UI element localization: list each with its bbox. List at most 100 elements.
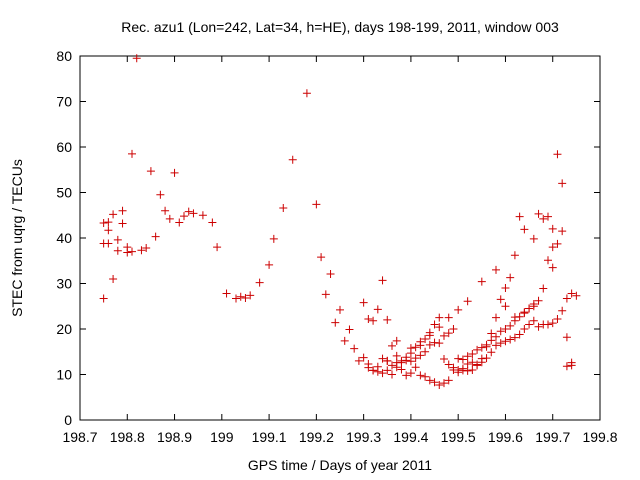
data-point (525, 304, 534, 313)
y-tick-label: 0 (64, 412, 72, 428)
data-point (99, 294, 108, 303)
data-point (425, 340, 434, 349)
data-point (180, 212, 188, 221)
data-point (548, 263, 557, 272)
plot-frame (79, 55, 601, 421)
data-point (492, 265, 500, 274)
data-point (373, 305, 382, 314)
data-point (544, 320, 552, 329)
data-point (170, 168, 179, 177)
x-tick-label: 199.8 (582, 429, 617, 445)
data-point (269, 234, 278, 243)
data-point (416, 351, 425, 360)
data-point (473, 361, 482, 370)
data-point (109, 210, 118, 219)
data-point (567, 358, 576, 367)
data-point (553, 239, 562, 248)
data-point (435, 380, 444, 389)
data-point (463, 366, 472, 375)
data-point (312, 200, 321, 209)
data-point (425, 376, 434, 385)
data-point (151, 232, 160, 241)
data-point (487, 348, 496, 357)
data-point (317, 253, 326, 262)
x-tick-label: 199.2 (299, 429, 334, 445)
data-point (463, 360, 472, 369)
data-point (496, 327, 505, 336)
data-point (553, 314, 562, 323)
data-point (232, 294, 240, 303)
data-point (354, 356, 363, 365)
data-point (392, 363, 401, 372)
data-point (406, 344, 415, 353)
data-point (364, 314, 373, 323)
x-tick-label: 198.8 (110, 429, 145, 445)
data-point (567, 289, 576, 298)
data-point (388, 341, 396, 350)
data-point (411, 363, 420, 372)
data-point (146, 167, 155, 176)
data-point (444, 329, 453, 338)
data-point (440, 355, 448, 364)
x-tick-label: 199.6 (488, 429, 523, 445)
y-tick-label: 80 (56, 48, 72, 64)
data-point (492, 313, 500, 322)
data-point (510, 333, 519, 342)
data-point (539, 214, 548, 223)
data-point (435, 323, 444, 332)
data-point (208, 218, 217, 227)
data-point (383, 366, 392, 375)
data-point (364, 360, 373, 369)
data-point (558, 227, 567, 236)
x-tick-label: 199.1 (252, 429, 287, 445)
data-point (463, 352, 472, 361)
data-point (501, 302, 510, 311)
data-point (388, 361, 396, 370)
data-point (392, 351, 401, 360)
data-point (520, 309, 529, 318)
x-tick-label: 199.3 (346, 429, 381, 445)
data-point (444, 360, 453, 369)
data-point (562, 362, 571, 371)
x-tick-label: 198.7 (62, 429, 97, 445)
data-point (156, 190, 165, 199)
data-point (572, 291, 581, 300)
data-point (302, 89, 311, 98)
data-point (501, 325, 510, 333)
data-point (416, 337, 425, 346)
data-point (487, 336, 496, 345)
data-point (425, 331, 434, 340)
chart-title: Rec. azu1 (Lon=242, Lat=34, h=HE), days … (121, 19, 559, 35)
x-tick-label: 199.5 (441, 429, 476, 445)
data-point (246, 291, 255, 300)
y-tick-label: 20 (56, 321, 72, 337)
data-point (241, 294, 250, 303)
data-point (369, 366, 378, 375)
x-tick-labels: 198.7 198.8 198.9 199 199.1 199.2 199.3 199.4 19… (62, 429, 617, 445)
data-point (539, 284, 548, 293)
data-point (496, 295, 505, 304)
data-point (449, 363, 458, 372)
data-point (454, 305, 463, 314)
y-tick-label: 10 (56, 367, 72, 383)
data-point (558, 306, 567, 315)
data-point (534, 322, 543, 331)
data-point (534, 209, 543, 218)
data-point (506, 321, 515, 330)
data-point (529, 234, 538, 243)
data-point (184, 207, 193, 216)
data-point (406, 369, 415, 378)
data-point (529, 299, 538, 308)
data-point (529, 316, 538, 325)
x-tick-label: 199.4 (393, 429, 428, 445)
data-point (492, 341, 500, 350)
data-point (104, 239, 113, 248)
data-point (123, 248, 132, 257)
data-point (128, 149, 136, 158)
data-point (411, 343, 420, 352)
data-point (402, 371, 411, 380)
data-point (288, 155, 297, 164)
data-point (99, 218, 108, 227)
data-point (397, 365, 406, 374)
